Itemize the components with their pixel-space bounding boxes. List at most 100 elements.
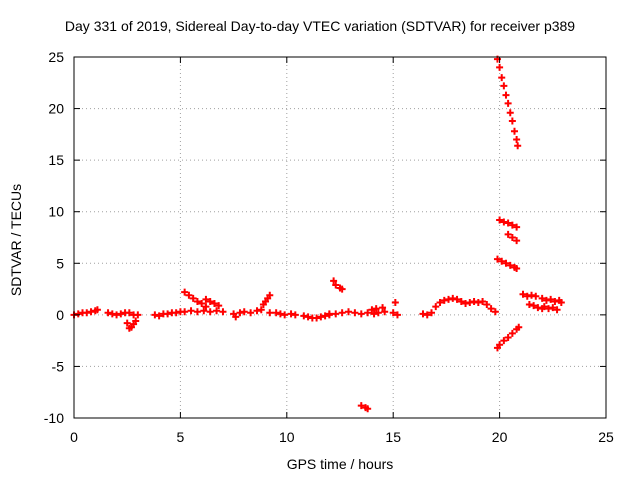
data-point bbox=[181, 308, 189, 316]
data-point bbox=[272, 309, 280, 317]
data-point bbox=[549, 304, 557, 312]
data-point bbox=[325, 310, 333, 318]
data-point bbox=[368, 306, 376, 314]
data-point bbox=[445, 295, 453, 303]
data-point bbox=[332, 281, 340, 289]
data-point bbox=[496, 216, 504, 224]
data-point bbox=[432, 303, 440, 311]
data-point bbox=[345, 308, 353, 316]
x-tick-label: 20 bbox=[492, 429, 508, 445]
data-point bbox=[364, 405, 372, 413]
y-tick-label: 20 bbox=[48, 101, 64, 117]
data-point bbox=[276, 310, 284, 318]
data-point bbox=[498, 74, 506, 82]
data-point bbox=[513, 136, 521, 144]
data-point bbox=[379, 304, 387, 312]
data-points bbox=[70, 55, 565, 413]
data-point bbox=[510, 127, 518, 135]
x-tick-label: 25 bbox=[598, 429, 614, 445]
data-point bbox=[351, 309, 359, 317]
data-point bbox=[538, 294, 546, 302]
data-point bbox=[240, 308, 248, 316]
data-point bbox=[213, 307, 221, 315]
axis-ticks: 0 5 10 15 20 25 -10 -5 0 5 10 15 20 25 bbox=[44, 49, 614, 445]
data-point bbox=[428, 309, 436, 317]
data-point bbox=[83, 309, 91, 317]
data-point bbox=[232, 313, 240, 321]
data-point bbox=[502, 91, 510, 99]
data-point bbox=[338, 285, 346, 293]
data-point bbox=[266, 291, 274, 299]
data-point bbox=[493, 255, 501, 263]
data-point bbox=[202, 295, 210, 303]
data-point bbox=[506, 261, 514, 269]
data-point bbox=[108, 310, 116, 318]
data-point bbox=[117, 310, 125, 318]
data-point bbox=[187, 307, 195, 315]
data-point bbox=[291, 311, 299, 319]
data-point bbox=[528, 291, 536, 299]
data-point bbox=[151, 311, 159, 319]
chart-title: Day 331 of 2019, Sidereal Day-to-day VTE… bbox=[64, 18, 576, 34]
y-tick-label: 5 bbox=[56, 255, 64, 271]
data-point bbox=[530, 302, 538, 310]
y-tick-label: 10 bbox=[48, 204, 64, 220]
data-point bbox=[332, 310, 340, 318]
data-point bbox=[321, 312, 329, 320]
data-point bbox=[164, 310, 172, 318]
y-tick-label: -10 bbox=[44, 410, 64, 426]
y-tick-label: 0 bbox=[56, 307, 64, 323]
data-point bbox=[206, 297, 214, 305]
data-point bbox=[514, 142, 522, 150]
data-point bbox=[436, 298, 444, 306]
data-point bbox=[545, 305, 553, 313]
data-point bbox=[210, 300, 218, 308]
data-point bbox=[193, 308, 201, 316]
data-point bbox=[462, 300, 470, 308]
data-point bbox=[253, 307, 261, 315]
data-point bbox=[508, 329, 516, 337]
data-point bbox=[500, 218, 508, 226]
data-point bbox=[508, 117, 516, 125]
y-tick-label: 15 bbox=[48, 152, 64, 168]
data-point bbox=[502, 259, 510, 267]
x-tick-label: 10 bbox=[279, 429, 295, 445]
data-point bbox=[123, 319, 131, 327]
x-axis-label: GPS time / hours bbox=[286, 456, 394, 472]
data-point bbox=[172, 309, 180, 317]
data-point bbox=[200, 307, 208, 315]
plot-frame bbox=[73, 56, 607, 419]
data-point bbox=[498, 257, 506, 265]
data-point bbox=[134, 311, 142, 319]
data-point bbox=[500, 337, 508, 345]
data-point bbox=[547, 295, 555, 303]
data-point bbox=[470, 297, 478, 305]
data-point bbox=[479, 297, 487, 305]
data-point bbox=[474, 298, 482, 306]
data-point bbox=[506, 109, 514, 117]
data-point bbox=[281, 311, 289, 319]
data-point bbox=[453, 295, 461, 303]
x-tick-label: 15 bbox=[385, 429, 401, 445]
data-point bbox=[391, 298, 399, 306]
data-point bbox=[500, 82, 508, 90]
data-point bbox=[513, 223, 521, 231]
grid-layer bbox=[74, 57, 606, 418]
data-point bbox=[449, 294, 457, 302]
data-point bbox=[364, 309, 372, 317]
y-tick-label: -5 bbox=[52, 358, 65, 374]
data-point bbox=[534, 304, 542, 312]
y-tick-label: 25 bbox=[48, 49, 64, 65]
data-point bbox=[313, 314, 321, 322]
data-point bbox=[155, 312, 163, 320]
data-point bbox=[87, 308, 95, 316]
data-point bbox=[483, 301, 491, 309]
data-point bbox=[287, 310, 295, 318]
data-point bbox=[257, 306, 265, 314]
data-point bbox=[551, 297, 559, 305]
data-point bbox=[113, 311, 121, 319]
data-point bbox=[457, 297, 465, 305]
data-point bbox=[74, 310, 82, 318]
data-point bbox=[542, 296, 550, 304]
